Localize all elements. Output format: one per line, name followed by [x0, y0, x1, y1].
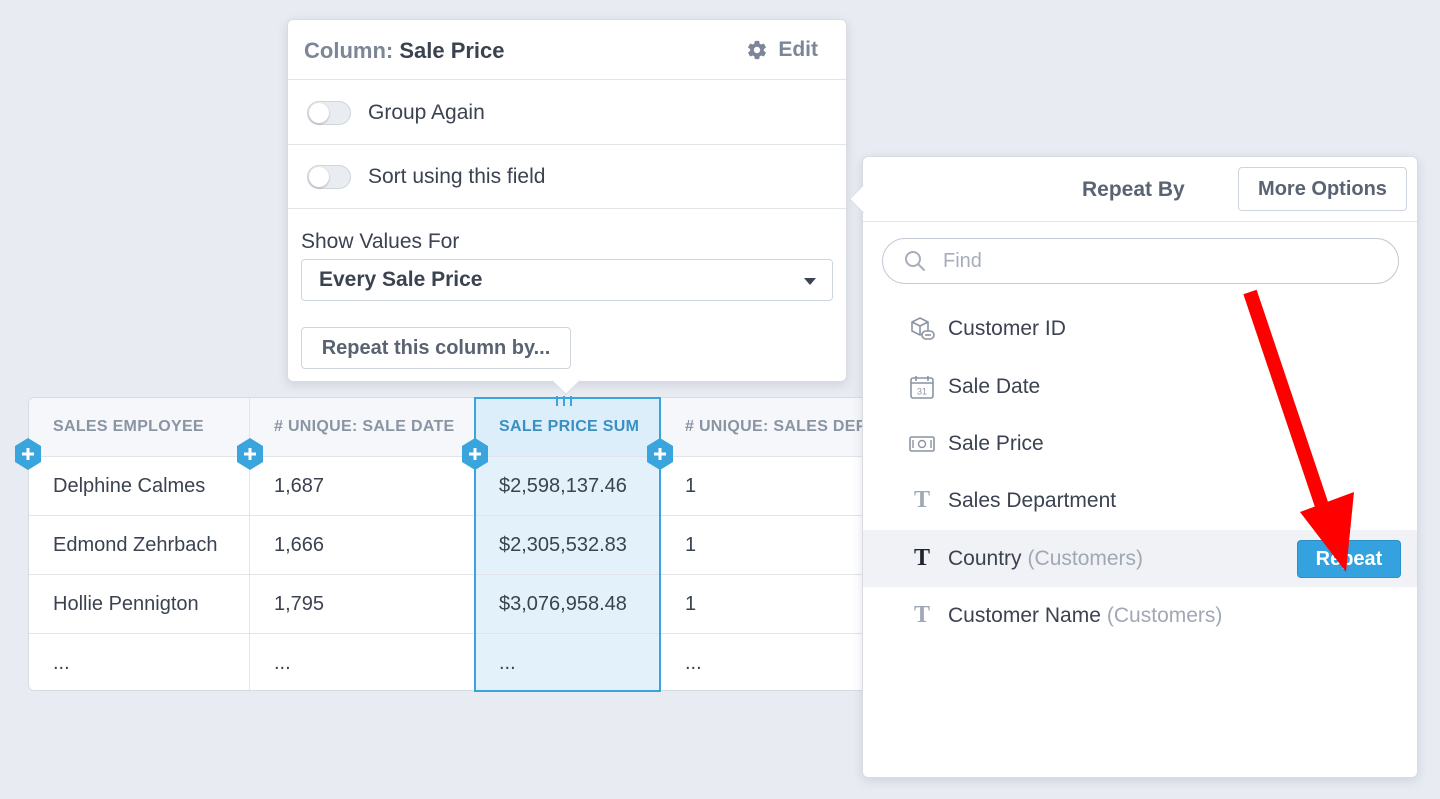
- popover-title: Column: Sale Price: [304, 38, 505, 64]
- table-cell: Hollie Pennigton: [29, 575, 250, 633]
- table-cell: ...: [29, 634, 250, 690]
- field-item-sale-date[interactable]: 31 Sale Date: [863, 358, 1417, 415]
- field-label: Customer Name: [948, 603, 1101, 627]
- title-key: Column:: [304, 38, 394, 63]
- column-header[interactable]: # UNIQUE: SALE DATE: [250, 398, 475, 456]
- title-value: Sale Price: [399, 38, 505, 63]
- table-cell: $3,076,958.48: [475, 575, 661, 633]
- field-label: Sale Price: [948, 431, 1044, 455]
- table-cell: 1: [685, 533, 697, 556]
- search-icon: [905, 251, 925, 271]
- table-cell: $2,305,532.83: [475, 516, 661, 574]
- currency-icon: [909, 431, 935, 457]
- text-type-icon: T: [913, 602, 930, 628]
- group-again-toggle[interactable]: [307, 100, 351, 125]
- column-header[interactable]: # UNIQUE: SALES DEPARTMENT: [685, 418, 907, 435]
- add-column-plus-icon[interactable]: [14, 437, 42, 471]
- find-field[interactable]: [882, 238, 1399, 284]
- column-drag-handle[interactable]: [555, 396, 573, 406]
- sort-option: Sort using this field: [288, 145, 846, 209]
- repeat-column-button[interactable]: Repeat this column by...: [301, 327, 571, 369]
- repeat-by-panel: Repeat By More Options Customer ID 31 Sa…: [848, 156, 1418, 778]
- column-settings-popover: Column: Sale Price Edit Group Again Sort…: [287, 19, 847, 396]
- popover-header: Column: Sale Price Edit: [288, 20, 846, 80]
- table-cell: 1,687: [250, 457, 475, 515]
- column-header-selected[interactable]: SALE PRICE SUM: [475, 398, 661, 456]
- field-label: Country: [948, 546, 1022, 570]
- table-cell: ...: [475, 634, 661, 690]
- add-column-plus-icon[interactable]: [236, 437, 264, 471]
- show-values-label: Show Values For: [301, 230, 460, 253]
- table-cell: Delphine Calmes: [29, 457, 250, 515]
- column-header[interactable]: SALES EMPLOYEE: [29, 398, 250, 456]
- field-item-customer-name[interactable]: T Customer Name (Customers): [863, 587, 1417, 644]
- table-cell: ...: [250, 634, 475, 690]
- field-item-country[interactable]: T Country (Customers) Repeat: [863, 530, 1417, 587]
- sort-toggle[interactable]: [307, 164, 351, 189]
- add-column-plus-icon[interactable]: [646, 437, 674, 471]
- table-cell: $2,598,137.46: [475, 457, 661, 515]
- field-label: Sales Department: [948, 488, 1117, 512]
- field-source: (Customers): [1027, 546, 1144, 570]
- panel-title: Repeat By: [1082, 178, 1185, 201]
- text-type-icon: T: [913, 487, 930, 513]
- field-source: (Customers): [1106, 603, 1223, 627]
- field-item-sales-department[interactable]: T Sales Department: [863, 472, 1417, 529]
- table-row: ... ... ... ...: [29, 633, 907, 690]
- panel-header: Repeat By More Options: [863, 157, 1417, 222]
- table-cell: 1,795: [250, 575, 475, 633]
- svg-text:31: 31: [917, 386, 927, 396]
- repeat-button[interactable]: Repeat: [1297, 540, 1401, 578]
- edit-label: Edit: [778, 38, 818, 61]
- gear-icon: [748, 40, 767, 60]
- table-cell: 1: [685, 592, 697, 615]
- calendar-icon: 31: [909, 374, 935, 400]
- field-label: Sale Date: [948, 374, 1041, 398]
- popover-caret: [551, 366, 581, 396]
- table-row: Edmond Zehrbach 1,666 $2,305,532.83 1: [29, 515, 907, 574]
- field-item-customer-id[interactable]: Customer ID: [863, 300, 1417, 357]
- table-cell: 1,666: [250, 516, 475, 574]
- table-cell: ...: [685, 651, 702, 674]
- add-column-plus-icon[interactable]: [461, 437, 489, 471]
- text-type-icon: T: [913, 545, 930, 571]
- show-values-select[interactable]: Every Sale Price: [301, 259, 833, 301]
- table-cell: Edmond Zehrbach: [29, 516, 250, 574]
- sort-label: Sort using this field: [368, 164, 546, 188]
- table-cell: 1: [685, 474, 697, 497]
- link-record-icon: [909, 316, 935, 342]
- table-row: Hollie Pennigton 1,795 $3,076,958.48 1: [29, 574, 907, 633]
- field-label: Customer ID: [948, 316, 1066, 340]
- edit-button[interactable]: Edit: [746, 38, 818, 62]
- group-again-label: Group Again: [368, 100, 485, 124]
- show-values-selected: Every Sale Price: [319, 268, 483, 291]
- field-item-sale-price[interactable]: Sale Price: [863, 415, 1417, 472]
- group-again-option: Group Again: [288, 81, 846, 145]
- chevron-down-icon: [804, 278, 816, 285]
- more-options-button[interactable]: More Options: [1238, 167, 1407, 211]
- find-input[interactable]: [943, 249, 1383, 273]
